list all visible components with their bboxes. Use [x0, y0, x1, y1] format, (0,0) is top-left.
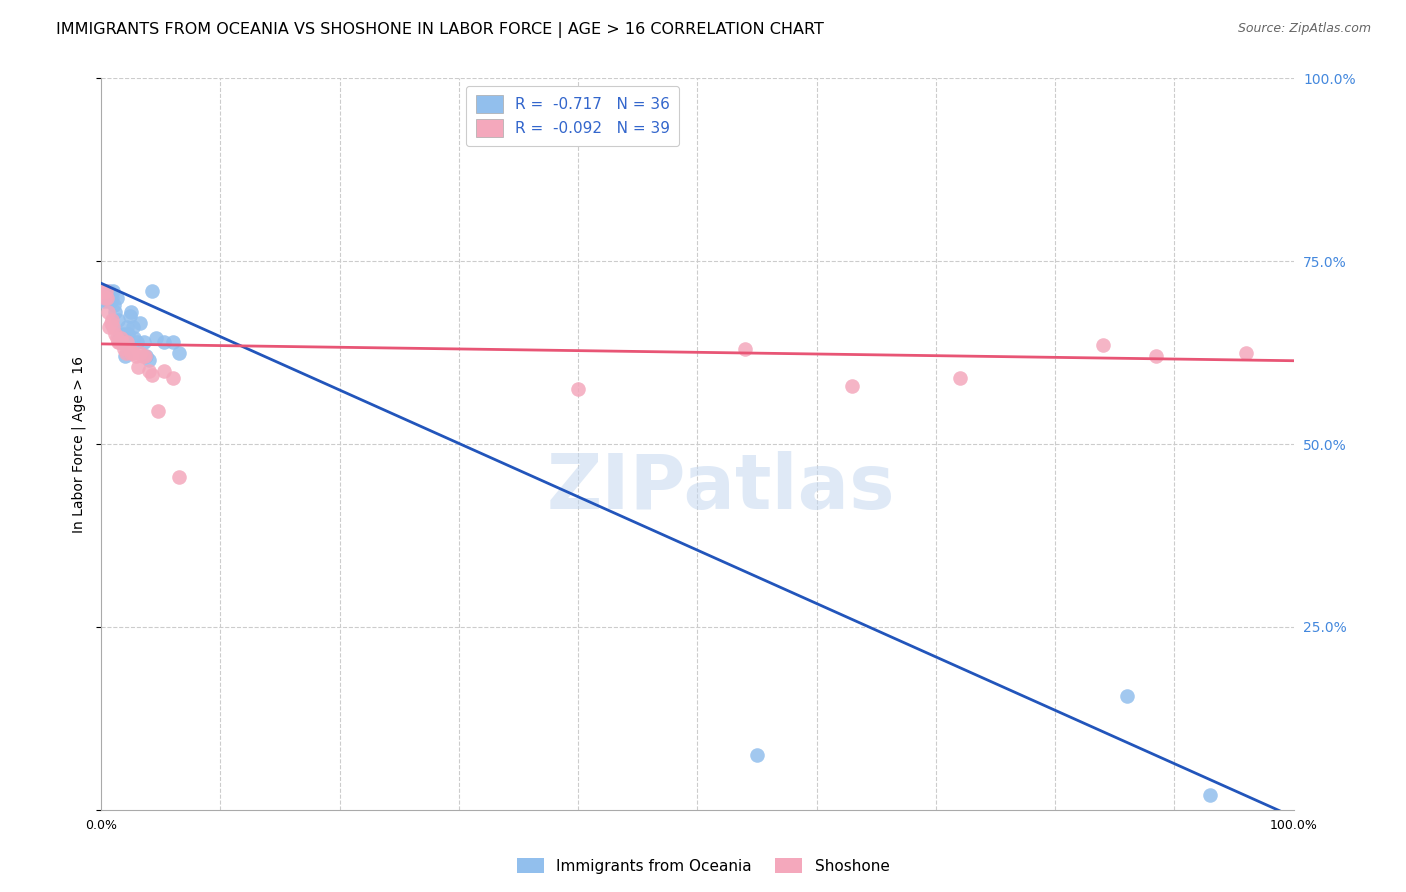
Point [97, 291, 120, 305]
Point [1144, 349, 1167, 363]
Point [105, 291, 128, 305]
Point [115, 345, 138, 359]
Text: IMMIGRANTS FROM OCEANIA VS SHOSHONE IN LABOR FORCE | AGE > 16 CORRELATION CHART: IMMIGRANTS FROM OCEANIA VS SHOSHONE IN L… [56, 22, 824, 38]
Point [122, 320, 145, 334]
Point [145, 331, 167, 345]
Point [148, 404, 170, 418]
Point [98, 284, 121, 298]
Point [1091, 338, 1114, 352]
Point [127, 360, 149, 375]
Point [153, 364, 176, 378]
Point [96, 291, 118, 305]
Point [97, 305, 120, 319]
Point [104, 327, 127, 342]
Point [96, 294, 118, 309]
Point [124, 331, 146, 345]
Point [100, 312, 122, 326]
Point [93, 291, 115, 305]
Point [112, 342, 135, 356]
Point [93, 294, 115, 309]
Point [841, 378, 863, 392]
Point [103, 298, 125, 312]
Point [120, 345, 142, 359]
Point [117, 334, 139, 349]
Point [111, 334, 134, 349]
Point [1199, 788, 1222, 802]
Point [132, 334, 155, 349]
Point [112, 327, 135, 342]
Point [104, 305, 127, 319]
Point [118, 309, 141, 323]
Legend: Immigrants from Oceania, Shoshone: Immigrants from Oceania, Shoshone [510, 852, 896, 880]
Point [129, 317, 152, 331]
Point [122, 345, 145, 359]
Point [101, 320, 124, 334]
Point [108, 331, 131, 345]
Point [108, 327, 131, 342]
Y-axis label: In Labor Force | Age > 16: In Labor Force | Age > 16 [72, 356, 86, 533]
Point [167, 470, 190, 484]
Point [153, 334, 176, 349]
Point [101, 284, 124, 298]
Point [135, 349, 157, 363]
Point [141, 368, 163, 382]
Point [134, 349, 156, 363]
Point [167, 345, 190, 359]
Point [117, 327, 139, 342]
Point [141, 284, 163, 298]
Point [734, 342, 756, 356]
Point [91, 284, 114, 298]
Point [129, 345, 152, 359]
Point [93, 291, 115, 305]
Point [110, 331, 132, 345]
Point [745, 747, 768, 762]
Point [162, 334, 184, 349]
Point [94, 284, 117, 298]
Point [117, 320, 139, 334]
Point [111, 334, 134, 349]
Point [949, 371, 972, 385]
Point [132, 349, 155, 363]
Point [138, 353, 160, 368]
Text: Source: ZipAtlas.com: Source: ZipAtlas.com [1237, 22, 1371, 36]
Point [1115, 690, 1137, 704]
Point [98, 320, 121, 334]
Point [107, 334, 129, 349]
Point [105, 331, 128, 345]
Point [100, 291, 122, 305]
Point [118, 342, 141, 356]
Point [162, 371, 184, 385]
Point [108, 334, 131, 349]
Point [100, 294, 122, 309]
Point [107, 312, 129, 326]
Point [138, 364, 160, 378]
Point [114, 349, 136, 363]
Point [1234, 345, 1257, 359]
Text: ZIPatlas: ZIPatlas [547, 451, 896, 525]
Legend: R =  -0.717   N = 36, R =  -0.092   N = 39: R = -0.717 N = 36, R = -0.092 N = 39 [467, 87, 679, 146]
Point [100, 317, 122, 331]
Point [125, 334, 148, 349]
Point [120, 305, 142, 319]
Point [124, 349, 146, 363]
Point [567, 382, 589, 396]
